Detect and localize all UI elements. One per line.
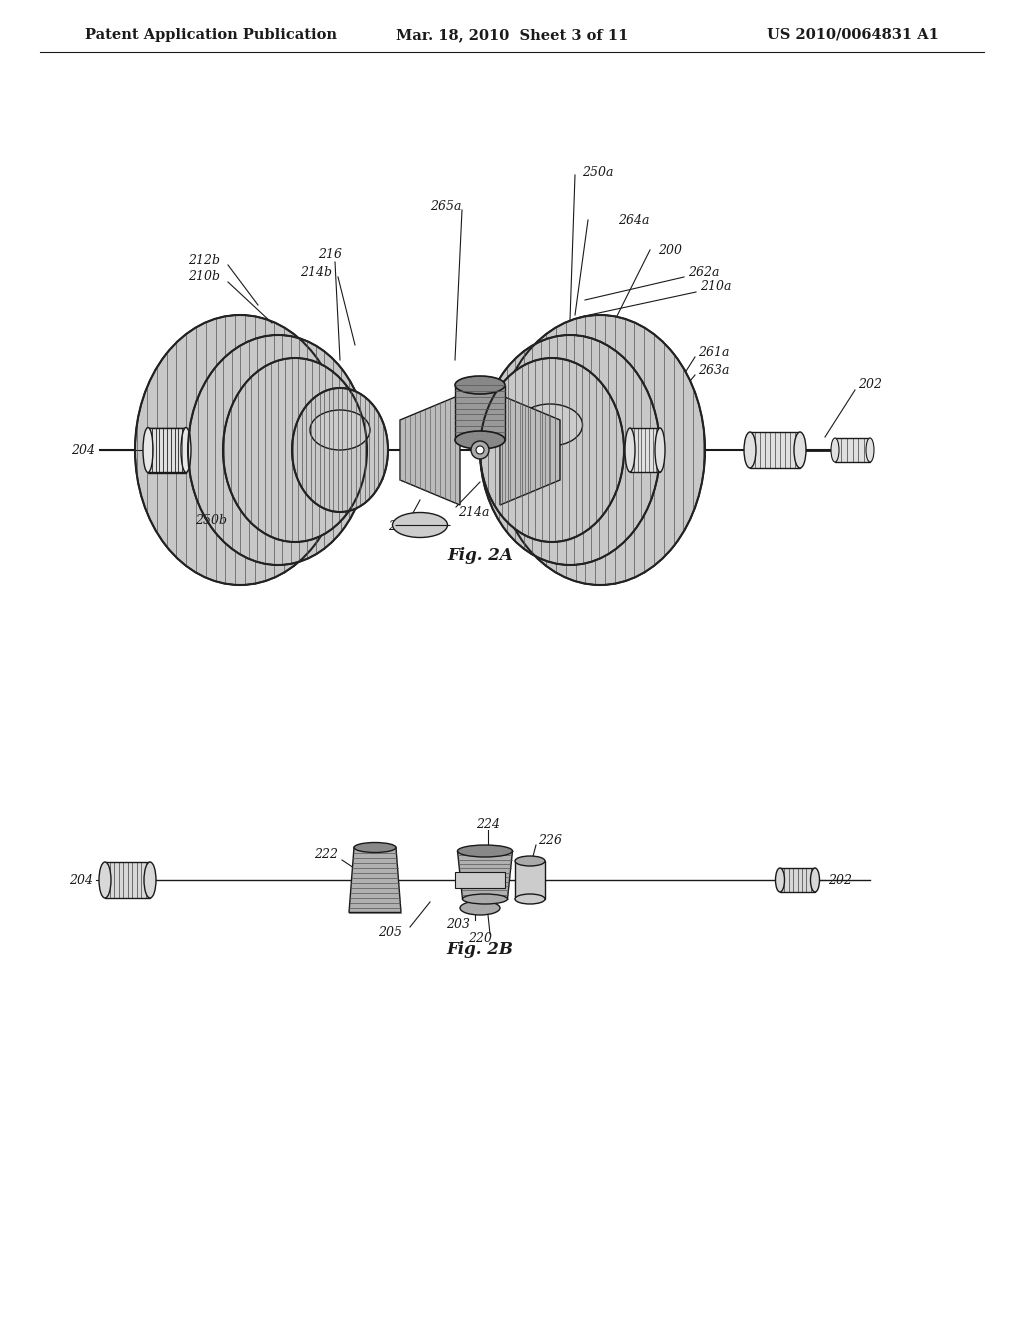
Ellipse shape (463, 894, 508, 904)
Ellipse shape (625, 428, 635, 473)
Bar (105, 862, 150, 898)
Text: 264a: 264a (618, 214, 649, 227)
Ellipse shape (744, 432, 756, 469)
Ellipse shape (181, 428, 191, 473)
Text: Fig. 2B: Fig. 2B (446, 941, 513, 958)
Text: 212b: 212b (188, 253, 220, 267)
Ellipse shape (135, 315, 345, 585)
Text: 204: 204 (71, 444, 95, 457)
Ellipse shape (775, 869, 784, 892)
Ellipse shape (455, 376, 505, 393)
Text: 262a: 262a (688, 265, 720, 279)
Ellipse shape (480, 358, 624, 543)
Polygon shape (458, 851, 512, 899)
Bar (455, 385, 505, 440)
Bar (750, 432, 800, 469)
Text: 203: 203 (446, 919, 470, 932)
Bar (630, 428, 660, 473)
Polygon shape (349, 847, 401, 912)
Text: 220: 220 (468, 932, 492, 945)
Text: 224: 224 (476, 818, 500, 832)
Text: 218a: 218a (388, 520, 420, 533)
Ellipse shape (476, 446, 484, 454)
Polygon shape (400, 395, 460, 506)
Text: Patent Application Publication: Patent Application Publication (85, 28, 337, 42)
Ellipse shape (460, 902, 500, 915)
Ellipse shape (515, 894, 545, 904)
Ellipse shape (310, 411, 370, 450)
Ellipse shape (495, 315, 705, 585)
Text: Fig. 2A: Fig. 2A (447, 546, 513, 564)
Text: 214b: 214b (300, 265, 332, 279)
Ellipse shape (517, 404, 583, 446)
Text: Mar. 18, 2010  Sheet 3 of 11: Mar. 18, 2010 Sheet 3 of 11 (396, 28, 628, 42)
Ellipse shape (866, 438, 874, 462)
Text: 202: 202 (828, 874, 852, 887)
Bar (515, 861, 545, 899)
Text: 200: 200 (658, 243, 682, 256)
Text: 210b: 210b (188, 271, 220, 284)
Ellipse shape (292, 388, 388, 512)
Text: 214a: 214a (458, 506, 489, 519)
Bar (455, 873, 505, 888)
Text: US 2010/0064831 A1: US 2010/0064831 A1 (767, 28, 939, 42)
Ellipse shape (471, 441, 489, 459)
Text: 261a: 261a (698, 346, 729, 359)
Ellipse shape (99, 862, 111, 898)
Ellipse shape (143, 428, 153, 473)
Ellipse shape (515, 855, 545, 866)
Text: 250a: 250a (582, 165, 613, 178)
Ellipse shape (144, 862, 156, 898)
Polygon shape (500, 395, 560, 506)
Ellipse shape (392, 512, 447, 537)
Text: 204: 204 (69, 874, 93, 887)
Ellipse shape (480, 335, 660, 565)
Bar (780, 869, 815, 892)
Text: 250b: 250b (195, 513, 227, 527)
Ellipse shape (811, 869, 819, 892)
Ellipse shape (458, 845, 512, 857)
Text: 226: 226 (538, 833, 562, 846)
Text: 205: 205 (378, 925, 402, 939)
Bar (148, 428, 186, 473)
Bar (148, 428, 186, 473)
Ellipse shape (655, 428, 665, 473)
Bar (835, 438, 870, 462)
Text: 202: 202 (858, 379, 882, 392)
Text: 210a: 210a (700, 281, 731, 293)
Ellipse shape (354, 842, 396, 853)
Ellipse shape (188, 335, 368, 565)
Text: 212a: 212a (620, 483, 651, 496)
Ellipse shape (794, 432, 806, 469)
Text: 216: 216 (318, 248, 342, 261)
Ellipse shape (831, 438, 839, 462)
Ellipse shape (455, 432, 505, 449)
Text: 263a: 263a (698, 363, 729, 376)
Ellipse shape (223, 358, 367, 543)
Text: 222: 222 (314, 849, 338, 862)
Text: 265a: 265a (430, 201, 462, 214)
